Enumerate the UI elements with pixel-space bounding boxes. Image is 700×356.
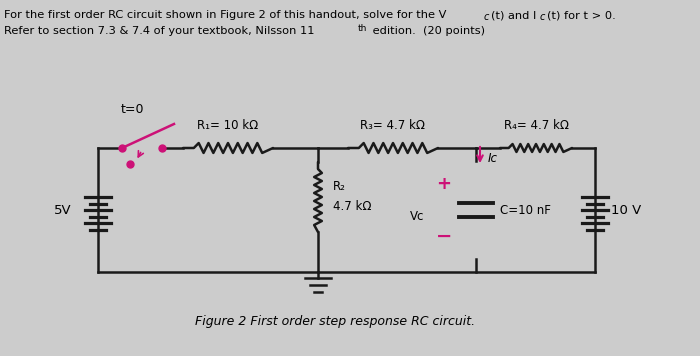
Text: R₃= 4.7 kΩ: R₃= 4.7 kΩ xyxy=(360,119,426,132)
Text: 10 V: 10 V xyxy=(611,204,641,216)
Text: R₄= 4.7 kΩ: R₄= 4.7 kΩ xyxy=(503,119,568,132)
Text: c: c xyxy=(540,12,545,22)
Text: 4.7 kΩ: 4.7 kΩ xyxy=(333,200,372,214)
Text: Ic: Ic xyxy=(488,152,498,164)
Text: Vc: Vc xyxy=(410,209,424,222)
Text: Refer to section 7.3 & 7.4 of your textbook, Nilsson 11: Refer to section 7.3 & 7.4 of your textb… xyxy=(4,26,314,36)
Text: R₂: R₂ xyxy=(333,180,346,194)
Text: R₁= 10 kΩ: R₁= 10 kΩ xyxy=(197,119,258,132)
Text: th: th xyxy=(358,24,368,33)
Text: +: + xyxy=(437,175,452,193)
Text: edition.  (20 points): edition. (20 points) xyxy=(369,26,485,36)
Text: c: c xyxy=(484,12,489,22)
Text: (t) and I: (t) and I xyxy=(491,10,536,20)
Text: Figure 2 First order step response RC circuit.: Figure 2 First order step response RC ci… xyxy=(195,315,475,328)
Text: 5V: 5V xyxy=(55,204,72,216)
Text: t=0: t=0 xyxy=(120,103,144,116)
Text: For the first order RC circuit shown in Figure 2 of this handout, solve for the : For the first order RC circuit shown in … xyxy=(4,10,447,20)
Text: −: − xyxy=(436,226,452,246)
Text: C=10 nF: C=10 nF xyxy=(500,204,551,216)
Text: (t) for t > 0.: (t) for t > 0. xyxy=(547,10,616,20)
